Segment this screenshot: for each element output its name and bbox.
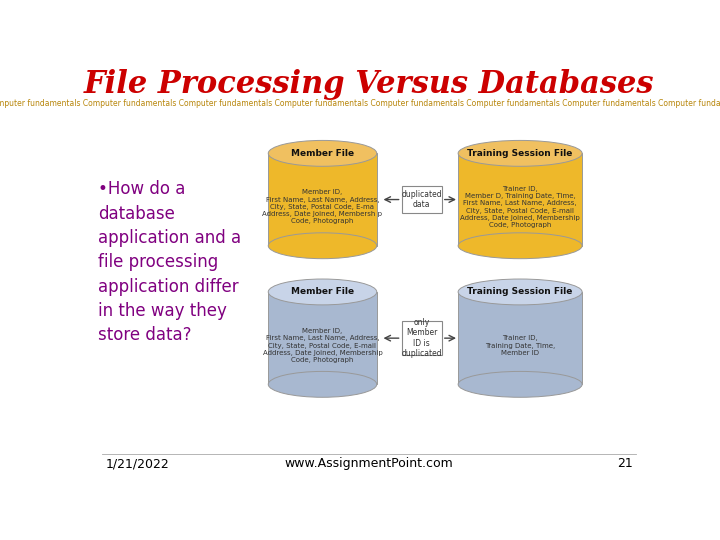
Text: Computer fundamentals Computer fundamentals Computer fundamentals Computer funda: Computer fundamentals Computer fundament… (0, 99, 720, 108)
FancyBboxPatch shape (458, 292, 582, 384)
Ellipse shape (458, 372, 582, 397)
Text: www.AssignmentPoint.com: www.AssignmentPoint.com (284, 457, 454, 470)
Text: Member ID,
First Name, Last Name, Address,
City, State, Postal Code, E-ma
Addres: Member ID, First Name, Last Name, Addres… (263, 190, 382, 225)
Ellipse shape (269, 279, 377, 305)
Text: Member File: Member File (291, 149, 354, 158)
Text: Member File: Member File (291, 287, 354, 296)
Text: Training Session File: Training Session File (467, 287, 573, 296)
Text: Trainer ID,
Training Date, Time,
Member ID: Trainer ID, Training Date, Time, Member … (485, 335, 555, 356)
Text: File Processing Versus Databases: File Processing Versus Databases (84, 69, 654, 100)
FancyBboxPatch shape (269, 153, 377, 246)
Ellipse shape (458, 279, 582, 305)
Text: duplicated
data: duplicated data (401, 190, 442, 209)
Text: •How do a
database
application and a
file processing
application differ
in the w: •How do a database application and a fil… (98, 180, 241, 344)
Ellipse shape (458, 233, 582, 259)
FancyBboxPatch shape (402, 321, 442, 355)
Ellipse shape (269, 372, 377, 397)
Ellipse shape (458, 140, 582, 166)
Text: 21: 21 (617, 457, 632, 470)
Ellipse shape (269, 233, 377, 259)
Text: Member ID,
First Name, Last Name, Address,
City, State, Postal Code, E-mail
Addr: Member ID, First Name, Last Name, Addres… (263, 328, 382, 363)
FancyBboxPatch shape (402, 186, 442, 213)
FancyBboxPatch shape (269, 292, 377, 384)
Text: Trainer ID,
Member D, Training Date, Time,
First Name, Last Name, Address,
City,: Trainer ID, Member D, Training Date, Tim… (460, 186, 580, 228)
Text: 1/21/2022: 1/21/2022 (106, 457, 169, 470)
Ellipse shape (269, 140, 377, 166)
Text: only
Member
ID is
duplicated: only Member ID is duplicated (401, 318, 442, 358)
Text: Training Session File: Training Session File (467, 149, 573, 158)
FancyBboxPatch shape (458, 153, 582, 246)
